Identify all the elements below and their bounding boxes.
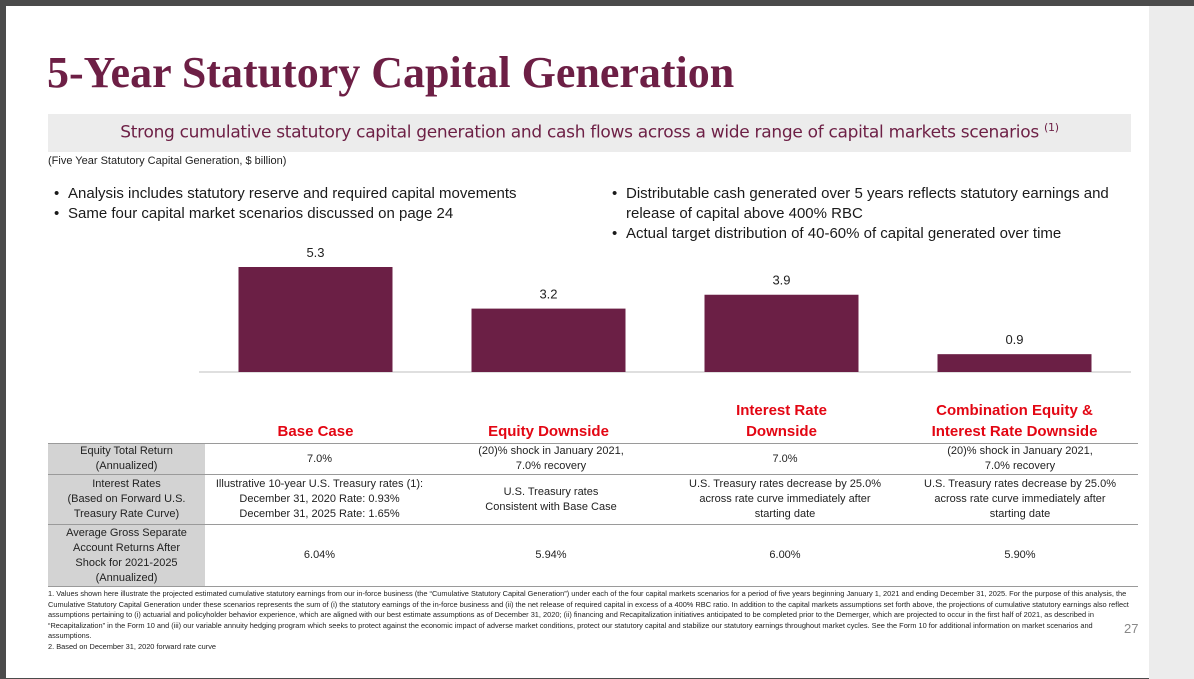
row-header: Interest Rates (Based on Forward U.S. Trea…: [48, 474, 205, 525]
table-cell: (20)% shock in January 2021, 7.0% recover…: [947, 445, 1093, 472]
table-row: Equity Total Return (Annualized) 7.0% (20…: [48, 443, 1138, 475]
table-cell: 6.00%: [769, 549, 801, 561]
category-label: Base Case: [277, 423, 354, 440]
table-row: Average Gross Separate Account Returns Af…: [48, 524, 1138, 587]
table-row: Interest Rates (Based on Forward U.S. Trea…: [48, 474, 1138, 525]
table-cell: U.S. Treasury rates Consistent with Base …: [485, 485, 617, 513]
table-cell: 6.04%: [303, 549, 336, 561]
table-cell: 5.94%: [535, 549, 567, 561]
subtitle-text: Strong cumulative statutory capital gene…: [120, 122, 1039, 143]
footnotes: 1. Values shown here illustrate the proj…: [48, 589, 1133, 653]
bullet-list-right: Distributable cash generated over 5 year…: [612, 184, 1132, 244]
page-title: 5-Year Statutory Capital Generation: [47, 48, 735, 97]
footnote-1: 1. Values shown here illustrate the proj…: [48, 589, 1129, 641]
table-cell: Illustrative 10-year U.S. Treasury rates…: [215, 478, 424, 520]
table-cell: U.S. Treasury rates decrease by 25.0% acr…: [689, 478, 881, 520]
subtitle-footnote-ref: (1): [1044, 121, 1059, 134]
bullet-item: Actual target distribution of 40-60% of …: [612, 224, 1132, 244]
row-header: Average Gross Separate Account Returns Af…: [48, 524, 205, 587]
category-label: Equity Downside: [488, 423, 609, 440]
chart-caption: (Five Year Statutory Capital Generation,…: [48, 155, 287, 167]
table-cell: U.S. Treasury rates decrease by 25.0% acr…: [924, 478, 1116, 520]
row-header: Equity Total Return (Annualized): [48, 443, 205, 475]
data-label: 0.9: [1005, 332, 1023, 347]
bar: [704, 294, 859, 372]
category-label: Combination Equity & Interest Rate Downsi…: [931, 402, 1098, 440]
data-label: 5.3: [306, 245, 324, 260]
table-cell: 5.90%: [1004, 549, 1036, 561]
table-cell: 7.0%: [306, 452, 333, 465]
bullet-list-left: Analysis includes statutory reserve and …: [54, 184, 574, 224]
bar: [471, 308, 626, 372]
subtitle: Strong cumulative statutory capital gene…: [48, 121, 1131, 143]
page-number: 27: [1124, 621, 1139, 636]
bar: [937, 354, 1092, 372]
data-label: 3.9: [772, 273, 790, 288]
subtitle-band: Strong cumulative statutory capital gene…: [48, 114, 1131, 152]
category-label: Interest Rate Downside: [736, 402, 827, 440]
table-cell: 7.0%: [772, 452, 798, 465]
bullet-item: Same four capital market scenarios discu…: [54, 204, 574, 224]
viewer-margin: [1149, 6, 1194, 679]
scenario-table: Equity Total Return (Annualized) 7.0% (20…: [48, 443, 1138, 587]
bullet-item: Distributable cash generated over 5 year…: [612, 184, 1132, 224]
footnote-2: 2. Based on December 31, 2020 forward ra…: [48, 641, 217, 651]
data-label: 3.2: [539, 287, 557, 302]
table-cell: (20)% shock in January 2021, 7.0% recover…: [478, 445, 624, 472]
bullet-item: Analysis includes statutory reserve and …: [54, 184, 574, 204]
bar: [238, 267, 393, 372]
